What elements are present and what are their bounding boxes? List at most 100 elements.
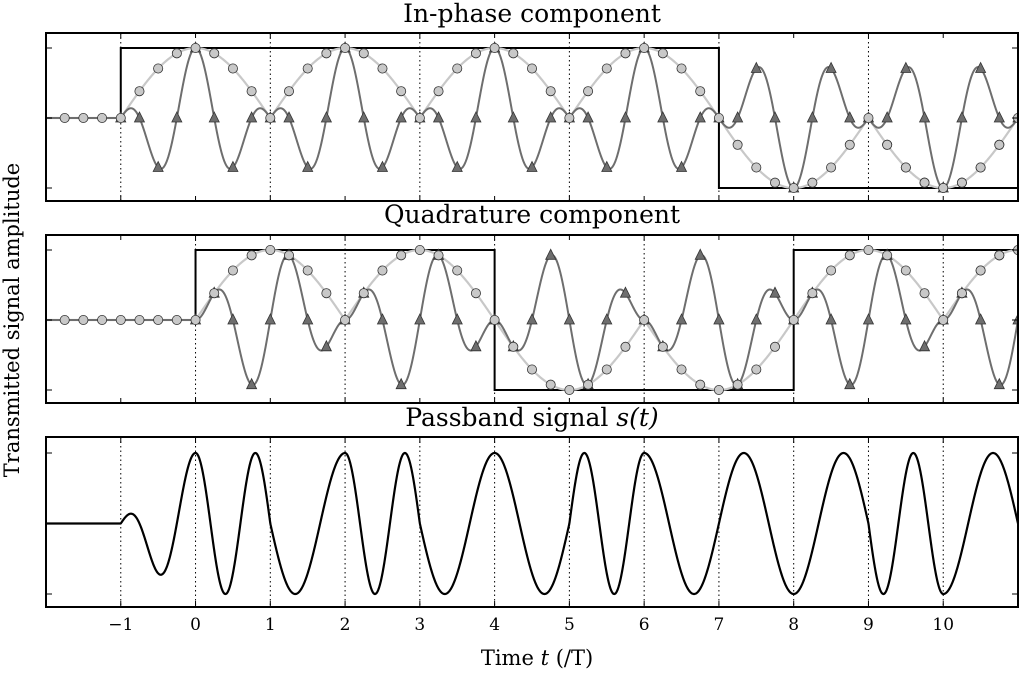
in-phase-pulse-marker [433,86,444,97]
quadrature-modulated-marker [395,377,407,390]
in-phase-modulated-marker [918,111,931,123]
x-tick-label: 9 [863,615,874,635]
in-phase-modulated-marker [376,160,389,172]
quadrature-modulated-marker [227,313,239,325]
in-phase-pulse-marker [601,63,612,74]
x-tick-label: 1 [265,615,276,635]
passband-plot [46,437,1019,607]
quadrature-pulse-marker [713,384,724,395]
quadrature-pulse-marker [227,265,238,276]
in-phase-pulse-marker [826,162,837,173]
quadrature-pulse-marker [97,314,108,325]
x-axis-ticks: −1 0 1 2 3 4 5 6 7 8 9 10 [108,437,954,635]
quadrature-pulse-marker [508,341,519,352]
quadrature-modulated-marker [451,313,463,325]
in-phase-pulse-marker [283,86,294,97]
in-phase-modulated-marker [507,111,519,123]
quadrature-pulse-marker [470,288,481,299]
in-phase-pulse-marker [78,113,89,124]
quadrature-pulse-marker [489,314,500,325]
in-phase-pulse-marker [639,43,650,54]
quadrature-pulse-marker [657,341,668,352]
quadrature-pulse-marker [956,288,967,299]
in-phase-pulse-marker [751,162,762,173]
x-tick-label: 8 [788,615,799,635]
x-axis-label-var: t [541,646,550,670]
quadrature-pulse-marker [377,265,388,276]
in-phase-modulated-marker [283,111,295,123]
quadrature-pulse-marker [807,288,818,299]
quadrature-pulse-marker [919,288,930,299]
in-phase-pulse-marker [489,43,500,54]
quadrature-pulse-marker [583,379,594,390]
in-phase-modulated-marker [526,160,538,172]
quadrature-pulse-marker [695,379,706,390]
quadrature-pulse-marker [620,341,631,352]
in-phase-pulse-marker [975,162,986,173]
x-tick-label: 3 [414,615,425,635]
quadrature-modulated-marker [769,286,781,298]
quadrature-pulse-marker [826,265,837,276]
in-phase-pulse-marker [919,177,930,188]
in-phase-pulse-marker [59,113,70,124]
in-phase-modulated-marker [806,111,819,123]
quadrature-modulated-marker [245,377,258,390]
in-phase-modulated-marker [956,111,968,123]
quadrature-modulated-marker [320,339,333,352]
quadrature-panel: Quadrature component [45,200,1019,404]
x-tick-label: 2 [340,615,351,635]
in-phase-pulse-marker [956,177,967,188]
quadrature-pulse-marker [639,314,650,325]
in-phase-modulated-marker [582,111,594,123]
in-phase-pulse-marker [732,139,743,150]
in-phase-pulse-marker [545,86,556,97]
in-phase-modulated-marker [657,111,669,123]
quadrature-pulse-marker [844,250,855,261]
quadrature-pulse-marker [788,314,799,325]
in-phase-pulse-marker [844,139,855,150]
quadrature-pulse-marker [601,364,612,375]
quadrature-pulse-marker [340,314,351,325]
passband-title: Passband signal s(t) [405,403,658,432]
in-phase-modulated-marker [750,61,762,73]
quadrature-modulated-marker [264,313,276,325]
quadrature-modulated-marker [545,248,557,260]
in-phase-pulse-marker [209,48,220,59]
quadrature-pulse-marker [732,379,743,390]
in-phase-modulated-marker [245,111,258,123]
quadrature-modulated-marker [900,313,912,325]
quadrature-pulse-marker [545,379,556,390]
in-phase-pulse-marker [134,86,145,97]
x-tick-label: 5 [564,615,575,635]
in-phase-title: In-phase component [403,0,661,28]
passband-title-var: s(t) [616,403,658,432]
in-phase-modulated-marker [133,111,146,123]
in-phase-pulse-marker [227,63,238,74]
in-phase-modulated-marker [358,111,370,123]
in-phase-pulse-marker [470,48,481,59]
quadrature-pulse-marker [527,364,538,375]
in-phase-pulse-marker [807,177,818,188]
in-phase-modulated-marker [545,111,557,123]
in-phase-modulated-marker [451,160,463,172]
in-phase-pulse-marker [527,63,538,74]
in-phase-pulse-marker [882,139,893,150]
quadrature-modulated-marker [601,313,613,325]
x-axis-label-suffix: (/T) [549,646,593,670]
in-phase-pulse-marker [564,113,575,124]
quadrature-modulated-marker [974,313,987,325]
in-phase-pulse-marker [171,48,182,59]
quadrature-pulse-marker [900,265,911,276]
quadrature-modulated-marker [376,313,389,325]
quadrature-pulse-marker [190,314,201,325]
quadrature-modulated-marker [470,339,482,352]
quadrature-pulse-marker [882,250,893,261]
quadrature-modulated-marker [750,313,762,325]
quadrature-modulated-marker [862,313,875,325]
in-phase-modulated-marker [844,111,856,123]
quadrature-pulse-marker [751,364,762,375]
quadrature-modulated-marker [993,377,1005,390]
in-phase-pulse-marker [788,182,799,193]
in-phase-pulse-marker [863,113,874,124]
quadrature-pulse-marker [153,314,164,325]
